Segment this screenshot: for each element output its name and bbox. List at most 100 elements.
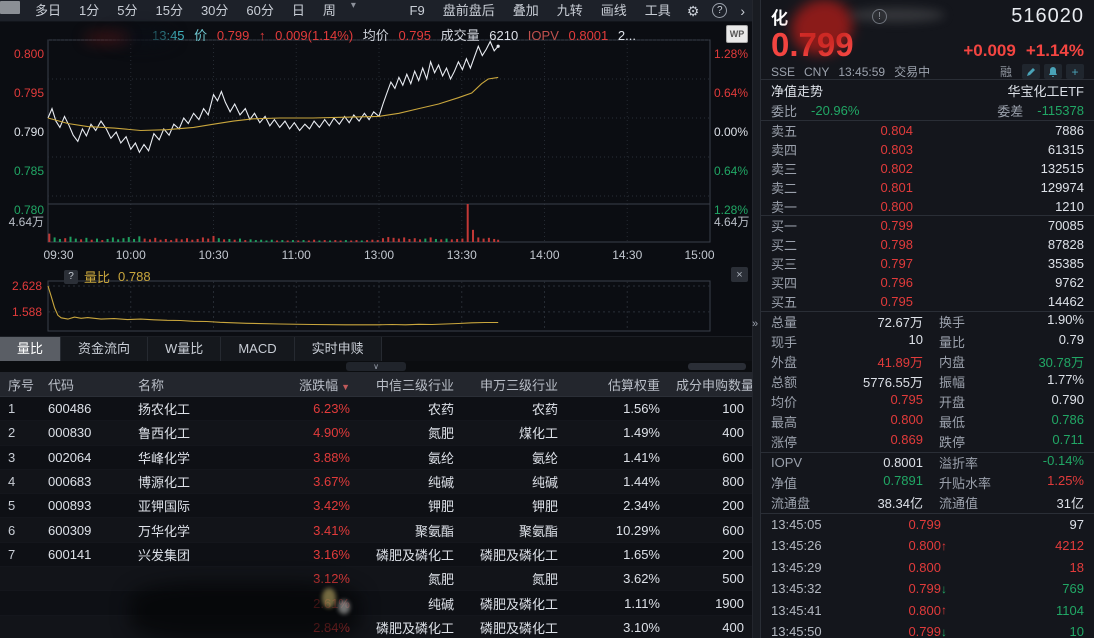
- chg-cell: 3.88%: [313, 449, 350, 465]
- alert-bell-icon[interactable]: [1044, 64, 1062, 79]
- tab-W量比[interactable]: W量比: [148, 337, 222, 361]
- time-axis-label: 10:00: [115, 248, 146, 262]
- stat-left: 总额 5776.55万: [771, 372, 923, 391]
- currency-label: CNY: [804, 64, 830, 79]
- fund-name: 华宝化工ETF: [1007, 83, 1084, 99]
- subchart-help-icon[interactable]: ?: [64, 269, 78, 284]
- sw-industry-cell: 钾肥: [531, 499, 558, 515]
- table-row[interactable]: 5 000893 亚钾国际 3.42% 钾肥 钾肥 2.34% 200: [0, 494, 752, 519]
- toolbar-item-F9[interactable]: F9: [409, 2, 425, 18]
- table-row[interactable]: 1 600486 扬农化工 6.23% 农药 农药 1.56% 100: [0, 397, 752, 422]
- stat-right: 升贴水率 1.25%: [939, 473, 1084, 492]
- stat-value: 0.711: [1052, 432, 1084, 448]
- toolbar-item-九转[interactable]: 九转: [556, 2, 583, 18]
- wps-overlay-badge[interactable]: WP: [726, 25, 748, 43]
- stat-left: 均价 0.795: [771, 392, 923, 411]
- total-vol-value: 72.67万: [877, 315, 923, 331]
- table-row[interactable]: 3 002064 华峰化学 3.88% 氨纶 氨纶 1.41% 600: [0, 446, 752, 470]
- ask-qty: 61315: [1047, 141, 1084, 157]
- stat-value: 0.869: [890, 432, 923, 448]
- stat-label: 内盘: [939, 355, 966, 371]
- settings-gear-icon[interactable]: ⚙: [686, 2, 700, 19]
- volume-ratio-subchart[interactable]: ? 量比 0.788 × 2.628 1.588: [0, 265, 752, 336]
- tick-row: 13:45:50 0.799 ↓ 10: [761, 621, 1094, 638]
- qty-cell: 800: [722, 474, 744, 490]
- bid-price: 0.795: [880, 293, 913, 309]
- period-tab-周[interactable]: 周: [322, 2, 336, 18]
- stat-value: 0.795: [890, 392, 923, 408]
- period-tab-多日[interactable]: 多日: [35, 2, 62, 18]
- stat-label: 开盘: [939, 395, 966, 411]
- info-circle-icon[interactable]: !: [872, 8, 887, 24]
- toolbar-item-盘前盘后[interactable]: 盘前盘后: [442, 2, 495, 18]
- horizontal-scrollbar[interactable]: [688, 363, 746, 370]
- help-icon[interactable]: ?: [712, 3, 728, 18]
- stat-label: 流通盘: [771, 496, 811, 512]
- stat-left: 外盘 41.89万: [771, 352, 923, 371]
- tick-price: 0.800: [908, 538, 941, 554]
- tab-资金流向[interactable]: 资金流向: [61, 337, 149, 361]
- bid-qty: 9762: [1055, 275, 1084, 291]
- nav-trend-row[interactable]: 净值走势 华宝化工ETF: [761, 80, 1094, 100]
- ask-label: 卖一: [771, 199, 798, 215]
- period-tab-15分[interactable]: 15分: [155, 2, 183, 18]
- table-row[interactable]: 2.61% 纯碱 磷肥及磷化工 1.11% 1900: [0, 591, 752, 616]
- column-header-成分申购数量[interactable]: 成分申购数量: [676, 377, 752, 393]
- trading-status: 交易中: [894, 65, 931, 79]
- table-body: 1 600486 扬农化工 6.23% 农药 农药 1.56% 100 2 000830 鲁西化工 4…: [0, 397, 752, 638]
- column-header-估算权重[interactable]: 估算权重: [607, 377, 660, 393]
- column-header-序号[interactable]: 序号: [8, 377, 35, 393]
- add-plus-icon[interactable]: +: [1066, 64, 1084, 79]
- chart-area: 多日 1分 5分 15分 30分 60分日周 ▾ F9 盘前盘后 叠加 九转 画线 工具 ⚙ ? › …: [0, 0, 752, 638]
- table-row[interactable]: 3.12% 氮肥 氮肥 3.62% 500: [0, 567, 752, 592]
- period-tab-60分[interactable]: 60分: [246, 2, 274, 18]
- period-tab-日[interactable]: 日: [291, 2, 305, 18]
- table-row[interactable]: 4 000683 博源化工 3.67% 纯碱 纯碱 1.44% 800: [0, 469, 752, 495]
- period-dropdown-caret-icon[interactable]: ▾: [350, 0, 356, 11]
- more-chevron-icon[interactable]: ›: [740, 2, 745, 19]
- table-row[interactable]: 2.84% 磷肥及磷化工 磷肥及磷化工 3.10% 400: [0, 615, 752, 638]
- collapse-chevron-icon[interactable]: ∨: [346, 362, 406, 371]
- column-header-中信三级行业[interactable]: 中信三级行业: [375, 377, 454, 393]
- info-time: 13:45: [152, 28, 185, 43]
- intraday-chart[interactable]: 13:45 价 0.799 ↑ 0.009(1.14%) 均价 0.795 成交…: [0, 22, 752, 265]
- cs-industry-cell: 磷肥及磷化工: [375, 547, 454, 563]
- bid-row: 买二 0.798 87828: [761, 235, 1094, 254]
- window-corner-tab[interactable]: [0, 1, 20, 14]
- stat-value: 0.79: [1058, 332, 1084, 348]
- column-header-申万三级行业[interactable]: 申万三级行业: [479, 377, 558, 393]
- period-tab-1分[interactable]: 1分: [79, 2, 100, 18]
- toolbar-item-画线[interactable]: 画线: [600, 2, 627, 18]
- period-tab-5分[interactable]: 5分: [117, 2, 138, 18]
- time-axis-label: 13:00: [363, 248, 395, 262]
- subchart-close-icon[interactable]: ×: [731, 267, 748, 282]
- panel-splitter[interactable]: »: [752, 0, 760, 638]
- bid-price: 0.798: [880, 237, 913, 253]
- tab-MACD[interactable]: MACD: [221, 337, 295, 361]
- column-header-代码[interactable]: 代码: [48, 377, 75, 393]
- period-tab-30分[interactable]: 30分: [200, 2, 229, 18]
- column-header-涨跌幅[interactable]: 涨跌幅 ▼: [299, 377, 350, 393]
- toolbar-item-工具[interactable]: 工具: [644, 2, 671, 18]
- table-row[interactable]: 6 600309 万华化学 3.41% 聚氨酯 聚氨酯 10.29% 600: [0, 518, 752, 543]
- tick-row: 13:45:26 0.800 ↑ 4212: [761, 535, 1094, 556]
- edit-pencil-icon[interactable]: [1022, 64, 1040, 79]
- tick-price: 0.799: [908, 581, 941, 597]
- bid-price: 0.797: [880, 256, 913, 272]
- cs-industry-cell: 氨纶: [427, 450, 454, 466]
- time-axis-label: 14:00: [529, 248, 560, 262]
- stat-left: 现手 10: [771, 332, 923, 351]
- splitter-arrow-icon[interactable]: »: [752, 318, 759, 330]
- table-row[interactable]: 2 000830 鲁西化工 4.90% 氮肥 煤化工 1.49% 400: [0, 421, 752, 446]
- info-price: 0.799: [216, 28, 250, 43]
- column-header-名称[interactable]: 名称: [138, 377, 165, 393]
- tab-实时申赎[interactable]: 实时申赎: [294, 337, 382, 361]
- sort-desc-icon[interactable]: ▼: [341, 381, 350, 392]
- tab-量比[interactable]: 量比: [0, 337, 62, 361]
- toolbar-item-叠加[interactable]: 叠加: [512, 2, 539, 18]
- table-row[interactable]: 7 600141 兴发集团 3.16% 磷肥及磷化工 磷肥及磷化工 1.65% 200: [0, 543, 752, 568]
- info-change: 0.009(1.14%): [275, 28, 354, 43]
- tick-price: 0.799: [908, 517, 941, 533]
- weight-cell: 1.11%: [624, 595, 660, 611]
